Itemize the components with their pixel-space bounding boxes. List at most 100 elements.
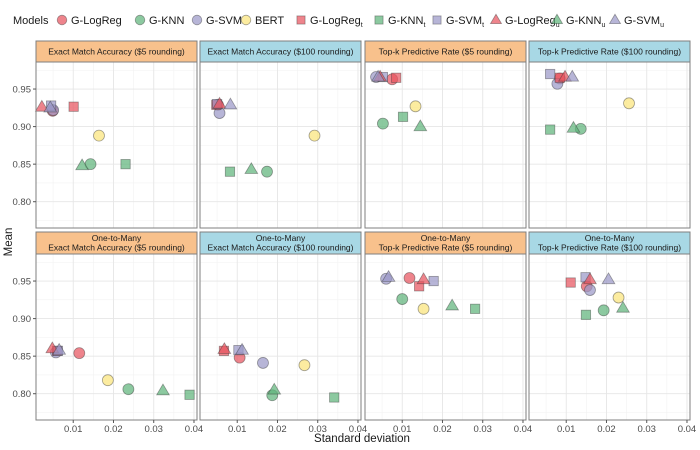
panel-border	[35, 253, 198, 421]
legend-item: BERT	[240, 14, 284, 27]
panel-title: One-to-Many	[92, 233, 142, 243]
legend-label: G-KNNu	[566, 15, 605, 29]
panel-background	[365, 254, 526, 420]
legend-title: Models	[13, 15, 49, 27]
x-tick-label: 0.01	[393, 424, 412, 435]
data-point-bert	[612, 291, 625, 304]
legend-item: G-KNNt	[374, 15, 425, 29]
legend-circle-icon	[240, 14, 252, 26]
data-point-bert	[417, 302, 430, 315]
data-point-g-logreg-u	[34, 99, 49, 112]
x-tick-label: 0.04	[349, 424, 368, 435]
data-point-bert	[623, 97, 635, 110]
panel-background	[200, 62, 361, 228]
panel-background	[36, 254, 197, 420]
data-point-g-knn-t	[397, 111, 409, 122]
x-axis-title: Standard deviation	[314, 433, 410, 445]
data-point-g-knn-u	[155, 383, 171, 396]
data-point-g-knn-u	[75, 158, 90, 171]
data-point-bert	[101, 374, 114, 387]
data-point-g-knn-t	[184, 389, 195, 400]
legend-item: G-SVMu	[608, 13, 664, 29]
panel-border	[528, 61, 691, 229]
data-point-g-knn-t	[120, 159, 131, 170]
x-tick-label: 0.04	[678, 424, 697, 435]
data-point-g-knn-u	[244, 162, 259, 174]
legend-square-icon	[432, 15, 442, 25]
data-point-g-logreg-t	[565, 277, 576, 288]
data-point-g-svm-t	[428, 275, 439, 287]
legend-label-text: G-KNN	[388, 15, 424, 27]
data-point-g-svm-u	[43, 100, 58, 113]
panel-title: One-to-Many	[585, 233, 635, 243]
x-tick-label: 0.02	[597, 424, 616, 435]
data-point-g-logreg	[403, 272, 416, 284]
data-point-g-svm-u	[223, 97, 238, 110]
legend-circle-icon	[56, 14, 68, 26]
legend-triangle-icon	[489, 13, 503, 25]
legend-label-subscript: u	[660, 22, 664, 29]
legend-label-text: G-SVM	[624, 15, 660, 27]
legend-square-icon	[296, 15, 306, 25]
legend-item: G-LogRegu	[489, 13, 560, 29]
data-point-g-knn-u	[566, 120, 581, 133]
panel: Exact Match Accuracy ($5 rounding) 0.80 0.…	[13, 40, 198, 229]
y-tick-label: 0.80	[13, 197, 32, 208]
data-point-g-knn	[261, 165, 273, 178]
panel-background	[36, 62, 197, 228]
data-point-g-knn-u	[615, 300, 631, 313]
data-point-g-svm-u	[381, 269, 396, 282]
legend-item: G-LogRegt	[296, 15, 363, 29]
data-point-g-knn	[597, 304, 610, 317]
panel-background	[529, 62, 690, 228]
legend-item: G-SVMt	[432, 15, 484, 29]
data-point-bert	[93, 129, 105, 142]
y-tick-label: 0.80	[13, 389, 32, 400]
legend-label-subscript: u	[601, 22, 605, 29]
x-tick-label: 0.02	[268, 424, 287, 435]
legend-label: G-KNNt	[388, 15, 425, 29]
legend-label-subscript: t	[361, 22, 363, 29]
data-point-bert	[409, 100, 422, 113]
data-point-g-logreg	[73, 347, 86, 360]
legend-item: G-SVM	[191, 14, 242, 27]
legend-label-text: G-KNN	[566, 15, 602, 27]
x-tick-label: 0.02	[104, 424, 123, 435]
panel-title: Exact Match Accuracy ($100 rounding)	[208, 243, 354, 253]
x-tick-label: 0.03	[308, 424, 327, 435]
data-point-g-svm-u	[235, 342, 250, 355]
legend-label-text: G-SVM	[206, 15, 242, 27]
y-tick-label: 0.85	[13, 351, 32, 362]
data-point-g-svm-u	[52, 342, 67, 355]
data-point-g-logreg-u	[416, 272, 431, 285]
x-tick-label: 0.01	[557, 424, 576, 435]
data-point-g-knn-u	[267, 382, 282, 395]
panel-title: One-to-Many	[256, 233, 306, 243]
data-point-g-knn	[377, 117, 389, 130]
x-tick-label: 0.04	[185, 424, 204, 435]
x-tick-label: 0.01	[64, 424, 83, 435]
panel: Top-k Predictive Rate ($100 rounding)	[528, 40, 691, 229]
panel-border	[35, 61, 198, 229]
data-point-g-svm-u	[601, 272, 616, 285]
panel-border	[364, 253, 527, 421]
legend-triangle-icon	[608, 13, 622, 25]
data-point-g-knn-t	[580, 309, 592, 320]
panel-title: Exact Match Accuracy ($5 rounding)	[48, 243, 185, 253]
panel-title: Exact Match Accuracy ($100 rounding)	[208, 47, 354, 57]
y-tick-label: 0.85	[13, 159, 32, 170]
panel-border	[528, 253, 691, 421]
legend-label-text: BERT	[255, 15, 284, 27]
y-tick-label: 0.95	[13, 276, 32, 287]
data-point-g-knn-t	[224, 166, 236, 177]
legend-label-subscript: u	[556, 22, 560, 29]
legend-triangle-icon	[550, 13, 564, 25]
panel-title: Top-k Predictive Rate ($100 rounding)	[538, 47, 681, 57]
y-tick-label: 0.95	[13, 84, 32, 95]
legend-label: G-LogRegu	[505, 15, 560, 29]
legend-label: G-LogReg	[71, 15, 122, 27]
panel-background	[365, 62, 526, 228]
